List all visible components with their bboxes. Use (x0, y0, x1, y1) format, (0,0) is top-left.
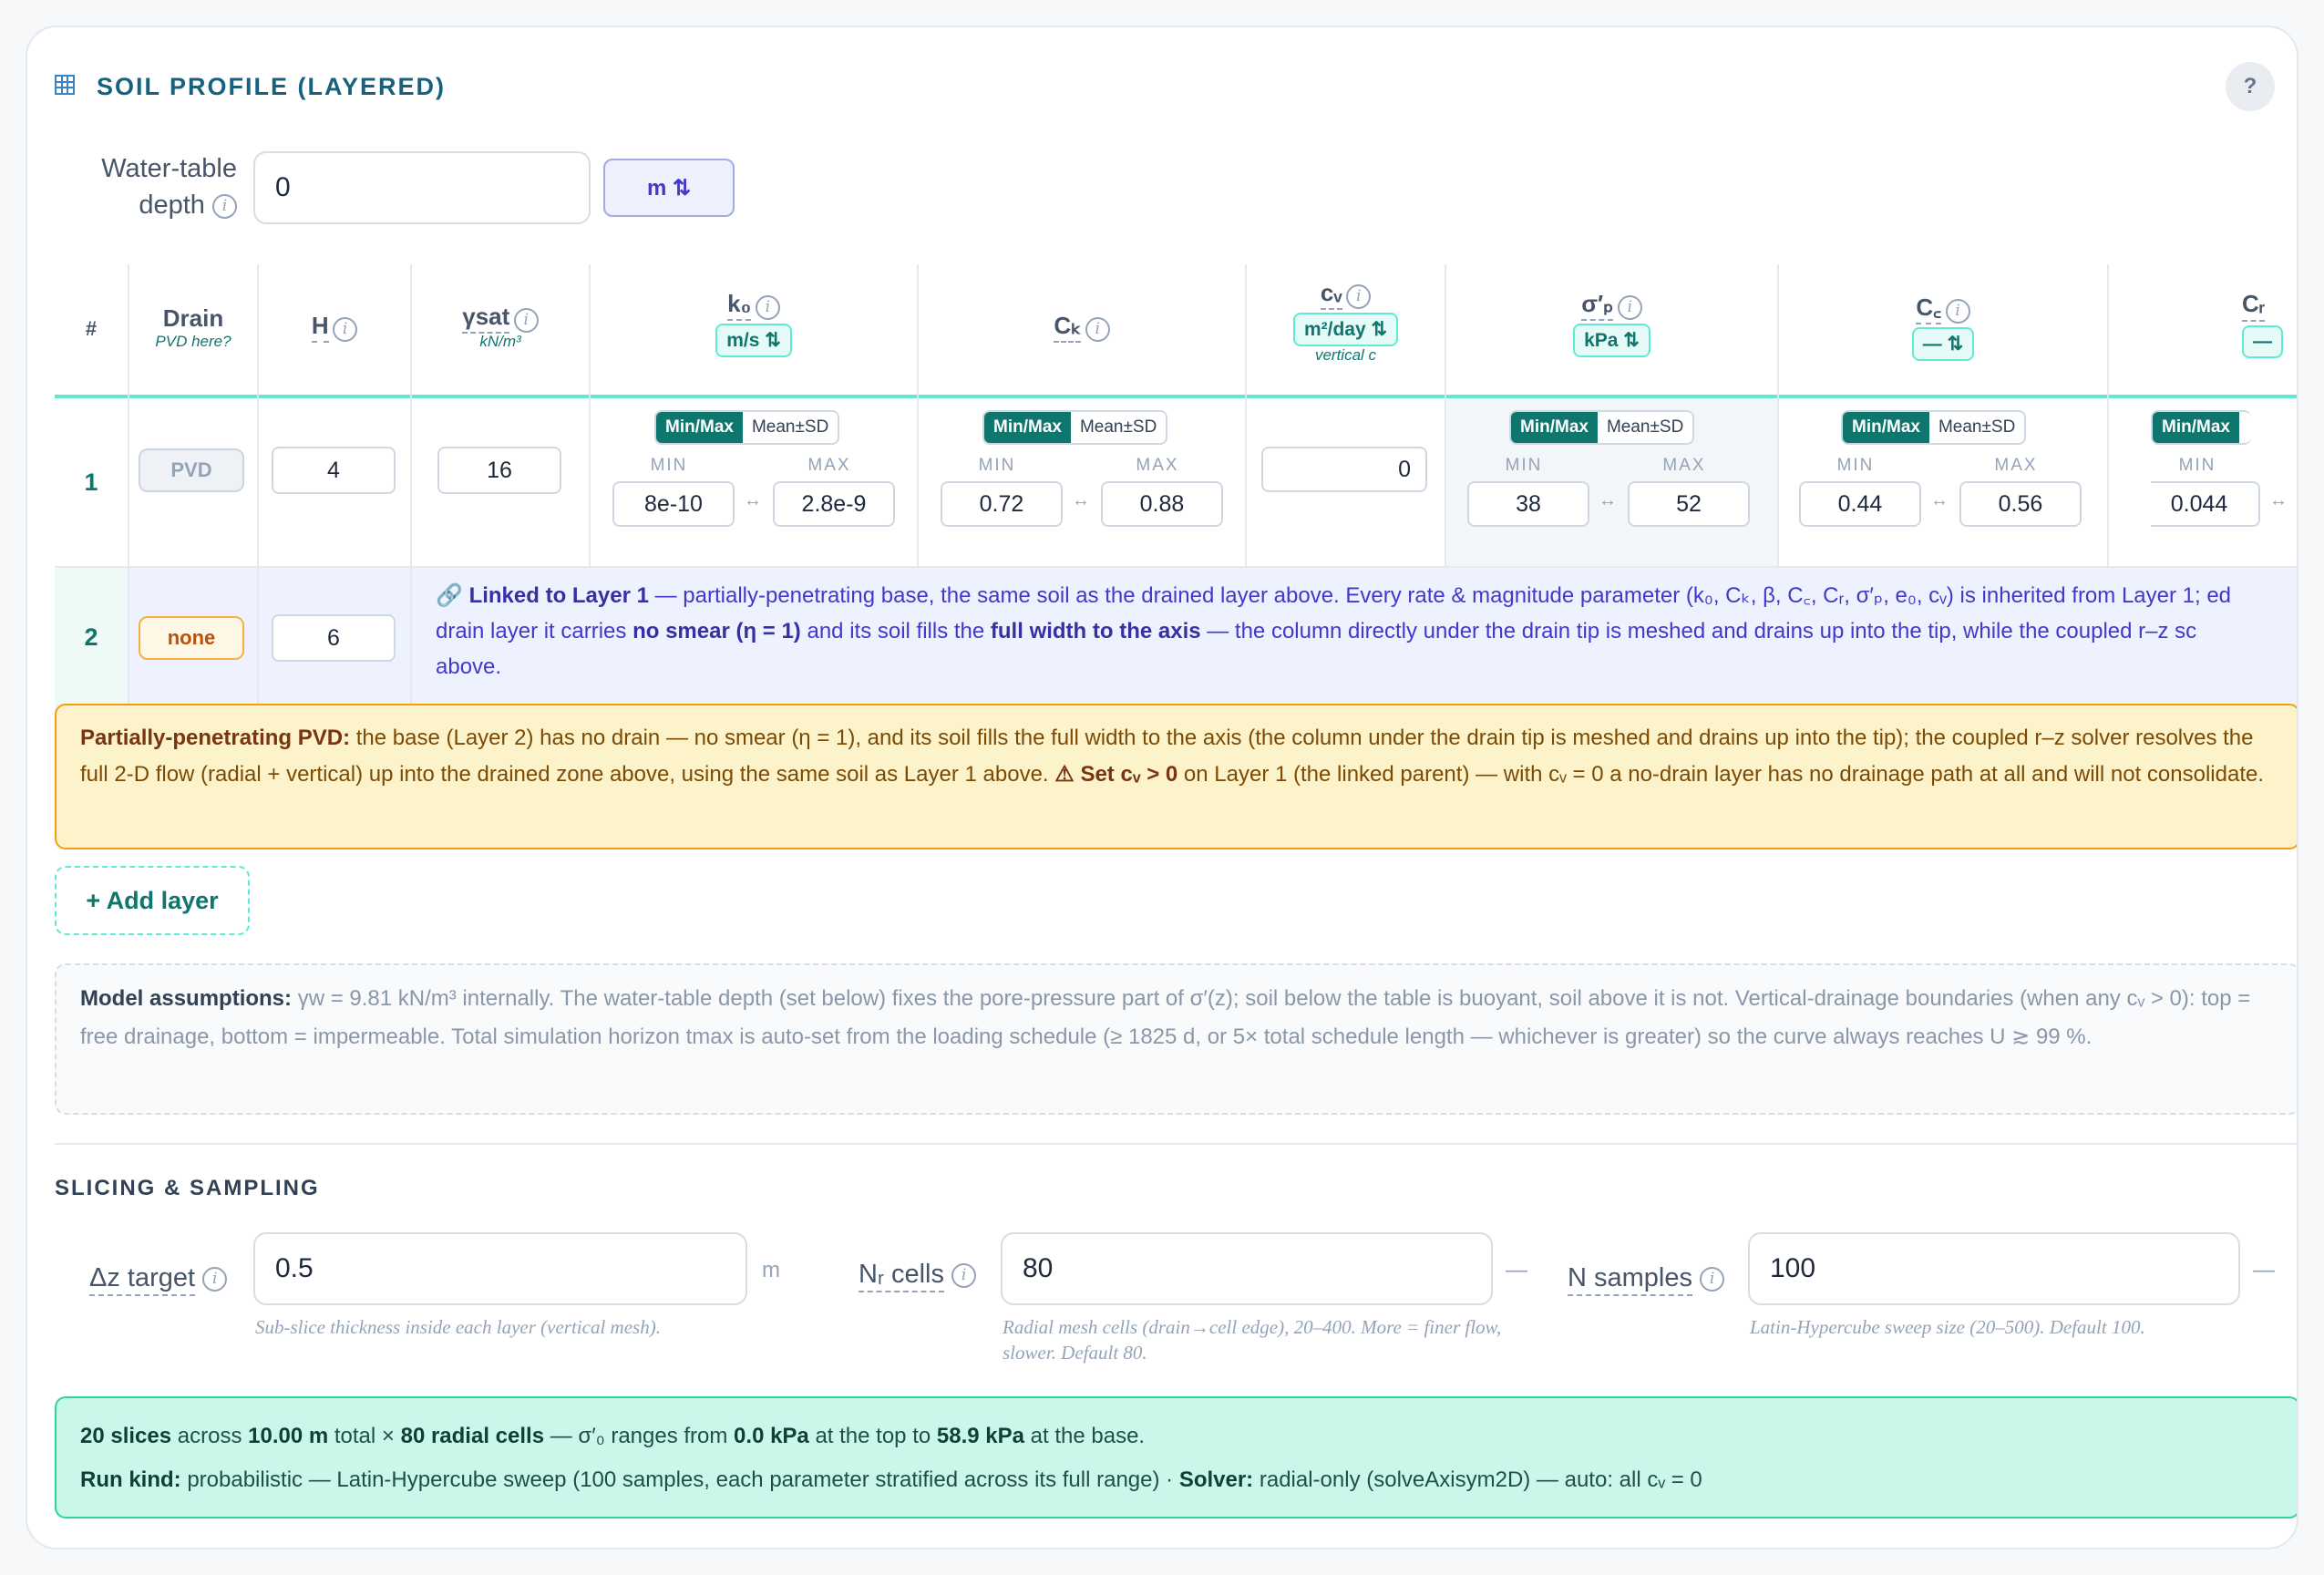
link-icon: 🔗 (436, 583, 463, 608)
col-gamma: γsat i kN/m³ (412, 303, 589, 351)
drain-toggle-pvd[interactable]: PVD (139, 448, 244, 492)
info-icon[interactable]: i (333, 317, 358, 343)
partial-pvd-warning: Partially-penetrating PVD: the base (Lay… (55, 704, 2297, 849)
water-table-label: Water-table depth i (101, 154, 237, 220)
info-icon[interactable]: i (202, 1266, 228, 1292)
linked-layer-note: 🔗 Linked to Layer 1 — partially-penetrat… (436, 583, 2232, 679)
info-icon[interactable]: i (1945, 299, 1970, 324)
info-icon[interactable]: i (1085, 317, 1110, 343)
col-num: # (85, 317, 98, 340)
grid-icon (55, 75, 75, 95)
cc-min-input[interactable]: 0.44 (1799, 481, 1921, 527)
help-button[interactable]: ? (2226, 62, 2275, 111)
k0-max-input[interactable]: 2.8e-9 (773, 481, 895, 527)
n-samples-input[interactable]: 100 (1748, 1232, 2240, 1305)
k0-mode-toggle[interactable]: Min/Max Mean±SD (654, 410, 840, 445)
cr-min-input[interactable]: 0.044 (2151, 481, 2260, 527)
col-cv: cᵥ i m²/day ⇅ vertical c (1247, 279, 1445, 365)
ck-mode-toggle[interactable]: Min/Max Mean±SD (982, 410, 1168, 445)
h-input[interactable]: 6 (272, 614, 396, 662)
ck-max-input[interactable]: 0.88 (1101, 481, 1223, 527)
section-title: SOIL PROFILE (LAYERED) (97, 73, 447, 100)
info-icon[interactable]: i (951, 1262, 977, 1288)
cc-max-input[interactable]: 0.56 (1959, 481, 2082, 527)
model-assumptions: Model assumptions: γw = 9.81 kN/m³ inter… (55, 963, 2297, 1115)
gamma-input[interactable]: 16 (437, 447, 561, 494)
info-icon[interactable]: i (755, 295, 780, 321)
sigma-unit-toggle[interactable]: kPa ⇅ (1573, 324, 1650, 358)
dz-label: Δz target i (89, 1263, 228, 1296)
slicing-summary: 20 slices across 10.00 m total × 80 radi… (55, 1396, 2297, 1518)
header-rule (55, 395, 2297, 398)
row-number: 2 (84, 623, 98, 651)
info-icon[interactable]: i (1346, 284, 1372, 310)
water-table-input[interactable]: 0 (253, 151, 591, 224)
col-ck: Cₖ i (919, 312, 1245, 343)
layer-row-2 (55, 566, 2297, 709)
n-samples-label: N samples i (1568, 1263, 1725, 1296)
col-drain: Drain PVD here? (155, 304, 231, 350)
k0-unit-toggle[interactable]: m/s ⇅ (715, 324, 792, 358)
col-sigma-p: σ′ₚ i kPa ⇅ (1446, 290, 1777, 358)
col-h: H i (259, 312, 410, 343)
drain-toggle-none[interactable]: none (139, 616, 244, 660)
k0-min-input[interactable]: 8e-10 (612, 481, 735, 527)
nr-label: Nᵣ cells i (859, 1260, 977, 1292)
cr-unit-toggle[interactable]: — (2242, 325, 2283, 358)
sigma-max-input[interactable]: 52 (1628, 481, 1750, 527)
info-icon[interactable]: i (1700, 1266, 1725, 1292)
sigma-mode-toggle[interactable]: Min/Max Mean±SD (1509, 410, 1695, 445)
col-cr: Cᵣ — (2242, 290, 2297, 358)
col-k0: k₀ i m/s ⇅ (591, 290, 917, 358)
info-icon[interactable]: i (513, 308, 539, 334)
cr-cell: Min/Max MIN 0.044 ↔ (2151, 410, 2297, 538)
col-cc: C꜀ i — ⇅ (1779, 290, 2107, 362)
info-icon[interactable]: i (212, 193, 237, 219)
water-table-unit-toggle[interactable]: m ⇅ (603, 159, 735, 217)
nr-input[interactable]: 80 (1001, 1232, 1493, 1305)
h-input[interactable]: 4 (272, 447, 396, 494)
soil-profile-card: SOIL PROFILE (LAYERED) ? Water-table dep… (26, 26, 2298, 1549)
sigma-min-input[interactable]: 38 (1467, 481, 1589, 527)
cc-mode-toggle[interactable]: Min/Max Mean±SD (1841, 410, 2027, 445)
slicing-title: SLICING & SAMPLING (55, 1176, 320, 1200)
cv-unit-toggle[interactable]: m²/day ⇅ (1292, 313, 1399, 347)
cr-mode-toggle[interactable]: Min/Max (2151, 410, 2251, 445)
info-icon[interactable]: i (1617, 295, 1642, 321)
ck-min-input[interactable]: 0.72 (941, 481, 1063, 527)
dz-input[interactable]: 0.5 (253, 1232, 747, 1305)
cv-input[interactable]: 0 (1261, 447, 1427, 492)
row-number: 1 (84, 468, 98, 496)
cc-unit-toggle[interactable]: — ⇅ (1911, 327, 1975, 362)
add-layer-button[interactable]: + Add layer (55, 866, 250, 935)
